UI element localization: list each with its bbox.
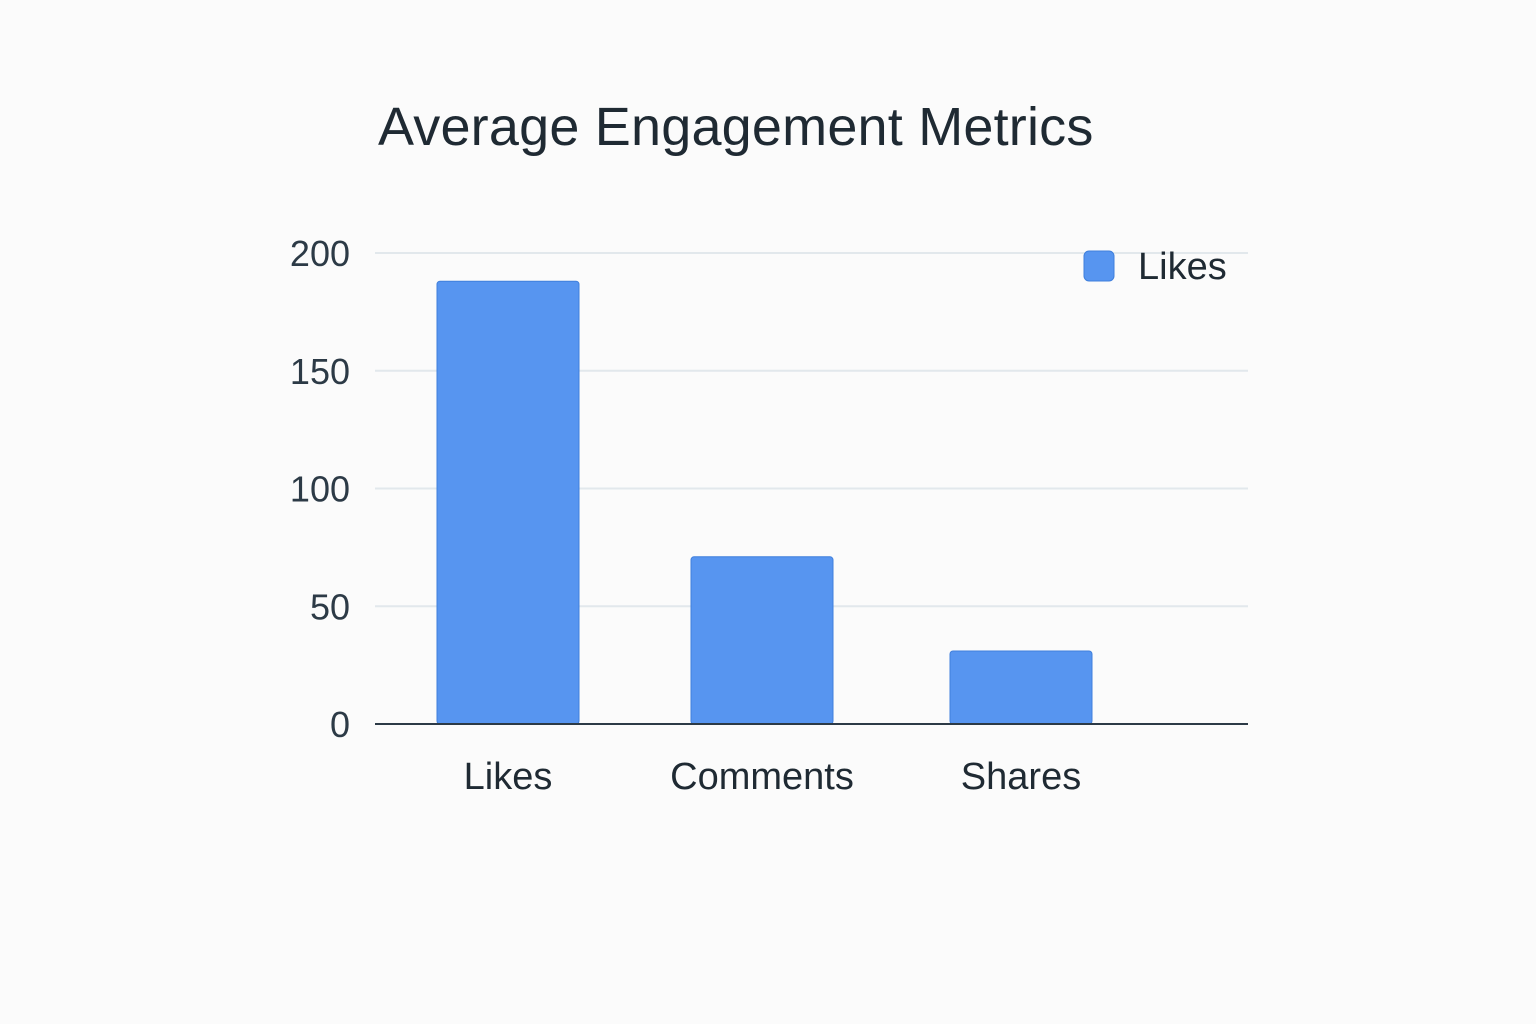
chart-title: Average Engagement Metrics: [378, 97, 1094, 157]
legend-swatch: [1083, 250, 1115, 282]
x-tick-label: Likes: [464, 756, 553, 798]
x-axis: Likes Comments Shares: [375, 723, 1248, 798]
y-tick-label: 150: [290, 351, 350, 392]
bar-likes: [436, 280, 580, 725]
y-tick-label: 200: [290, 233, 350, 274]
y-tick-label: 0: [330, 704, 350, 745]
y-tick-label: 50: [310, 586, 350, 627]
legend-label: Likes: [1138, 246, 1227, 288]
x-tick-label: Shares: [961, 756, 1081, 798]
bars: [436, 280, 1093, 725]
y-tick-label: 100: [290, 469, 350, 510]
x-tick-label: Comments: [670, 756, 854, 798]
bar-comments: [690, 556, 834, 725]
bar-shares: [949, 650, 1093, 725]
legend[interactable]: Likes: [1083, 246, 1227, 288]
y-axis-ticks: 0 50 100 150 200: [290, 233, 350, 745]
